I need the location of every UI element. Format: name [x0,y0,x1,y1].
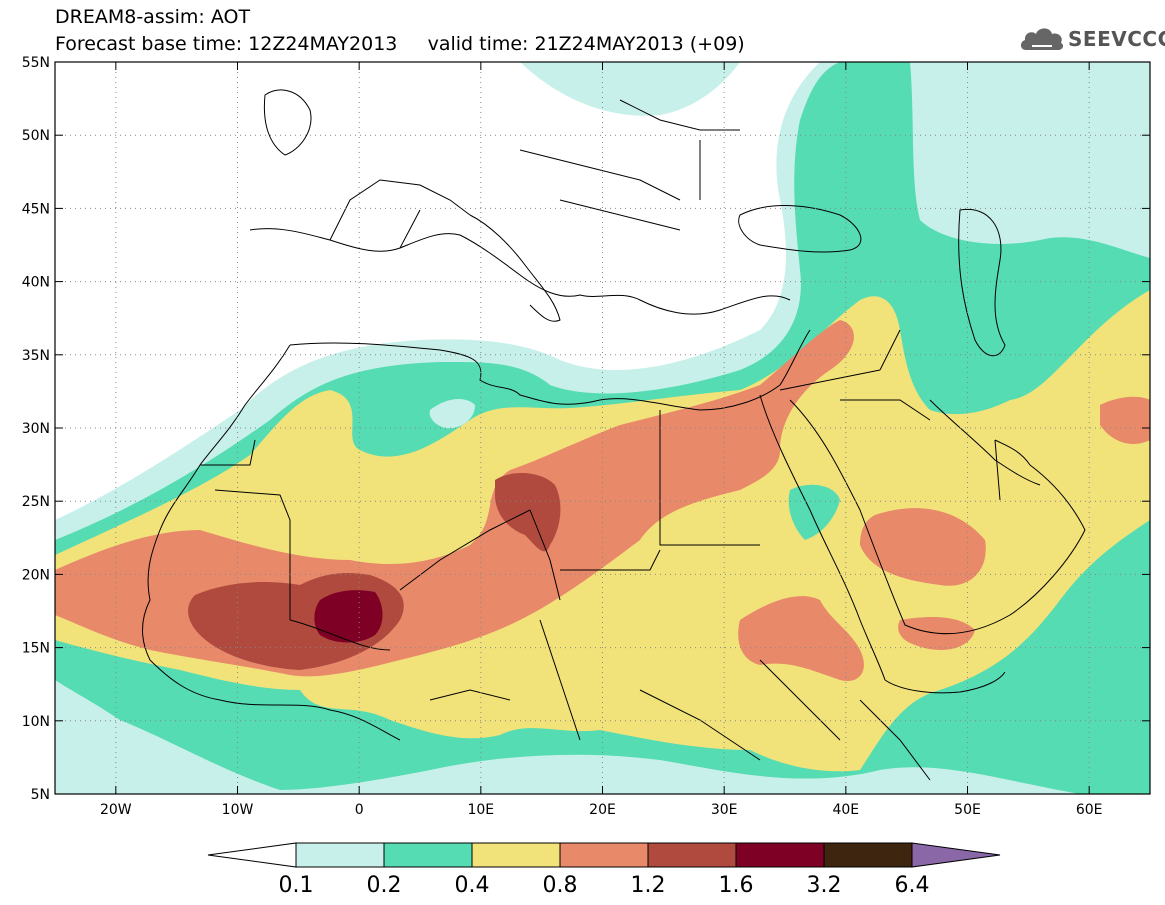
lat-tick-label: 20N [22,567,50,583]
colorbar-label: 0.8 [543,873,578,898]
lon-tick-label: 10W [222,802,254,818]
border-central-africa [429,619,931,781]
coastline-europe [249,228,791,315]
colorbar-label: 6.4 [895,873,930,898]
lon-tick-label: 40E [832,802,859,818]
lon-tick-label: 30E [711,802,738,818]
colorbar-segment [823,842,913,868]
lon-tick-label: 60E [1076,802,1103,818]
colorbar-label: 3.2 [807,873,842,898]
aot-contour-1.6 [314,590,383,643]
colorbar-segment [735,842,825,868]
lat-tick-label: 55N [22,55,50,71]
aot-contour-0.8-sudan [738,596,864,681]
colorbar-label: 1.2 [631,873,666,898]
coastline-persian-gulf [929,399,1041,486]
lon-tick-label: 10E [467,802,494,818]
cloud-icon [1020,28,1064,50]
lon-tick-label: 0 [355,802,364,818]
forecast-times: Forecast base time: 12Z24MAY2013 valid t… [55,33,745,55]
seevccc-logo: SEEVCCC [1018,22,1165,56]
lat-tick-label: 30N [22,421,50,437]
colorbar-segment [471,842,561,868]
colorbar-label: 0.2 [367,873,402,898]
lat-tick-label: 15N [22,641,50,657]
colorbar-segment [647,842,737,868]
lon-tick-label: 50E [954,802,981,818]
lon-tick-label: 20E [589,802,616,818]
colorbar-label: 1.6 [719,873,754,898]
lat-tick-label: 45N [22,201,50,217]
lat-tick-label: 50N [22,128,50,144]
colorbar-under-triangle [207,842,297,868]
lat-tick-label: 25N [22,494,50,510]
aot-contour-0.2-redsea [788,484,840,540]
coastline-caspian [958,208,1006,357]
coastline-horn-of-africa [884,671,1006,694]
coastline-arabia [789,399,1086,635]
aot-contour-1.2-libya [495,473,561,552]
aot-contour-0.2-tunisia [429,398,475,429]
border-europe [329,99,740,249]
colorbar-label: 0.4 [455,873,490,898]
colorbar-segment [295,842,385,868]
coastline-west-africa [142,344,401,741]
coastline-black-sea [738,205,862,253]
colorbar: 0.1 0.2 0.4 0.8 1.2 1.6 3.2 6.4 [207,842,1001,898]
graticule [55,61,1150,795]
aot-contour-0.8-arabia [860,508,986,586]
coastlines [142,89,1086,781]
colorbar-segment [559,842,649,868]
lon-tick-label: 20W [100,802,132,818]
map-title: DREAM8-assim: AOT [55,6,251,28]
border-sahel [200,410,760,651]
lat-tick-label: 40N [22,275,50,291]
aot-contour-0.1-north [520,62,740,116]
colorbar-segment [383,842,473,868]
colorbar-label: 0.1 [279,873,314,898]
lat-tick-label: 5N [31,787,50,803]
coastline-italy [469,214,561,322]
lat-tick-label: 35N [22,348,50,364]
coastline-red-sea [759,394,886,681]
border-middle-east [779,329,1001,501]
axis-ticks: 20W 10W 0 10E 20E 30E 40E 50E 60E 5N 10N 15N 20N 25N 3… [22,55,1150,818]
coastline-uk [263,89,312,156]
logo-text: SEEVCCC [1068,27,1165,51]
aot-contour-0.8-iran [1100,396,1150,445]
lat-tick-label: 10N [22,714,50,730]
colorbar-over-triangle [911,842,1001,868]
